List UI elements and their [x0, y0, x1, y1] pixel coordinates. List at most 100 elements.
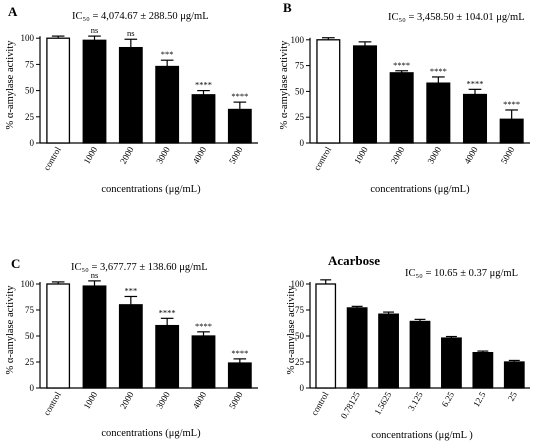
y-tick-label: 25	[295, 357, 305, 367]
bar	[191, 335, 216, 389]
x-tick-label: 1.5625	[372, 390, 393, 417]
significance-label: ns	[127, 28, 135, 38]
significance-label: ****	[393, 60, 410, 70]
bar	[315, 283, 337, 389]
ic50-annotation: IC₅₀ = 4,074.67 ± 288.50 μg/mL	[72, 11, 209, 22]
y-tick-label: 50	[295, 86, 305, 96]
x-tick-label: 4000	[191, 145, 209, 166]
y-axis-label: % α-amylase activity	[5, 285, 16, 375]
y-axis-label: % α-amylase activity	[5, 40, 16, 130]
bar	[46, 37, 71, 144]
bar	[389, 72, 414, 144]
panel-label: Acarbose	[328, 253, 380, 268]
x-tick-label: 1000	[82, 390, 100, 411]
x-tick-label: 1000	[352, 145, 370, 166]
x-tick-label: control	[41, 145, 63, 173]
y-tick-label: 0	[300, 138, 305, 148]
significance-label: ****	[467, 78, 484, 88]
x-tick-label: 5000	[227, 390, 245, 411]
y-tick-label: 25	[295, 112, 305, 122]
bar	[409, 320, 431, 389]
significance-label: ****	[231, 91, 248, 101]
x-tick-label: 6.25	[440, 390, 457, 409]
chart-panel-1: A IC₅₀ = 4,074.67 ± 288.50 μg/mL % α-amyla…	[5, 4, 258, 195]
x-axis-label: concentrations (μg/mL)	[101, 184, 201, 195]
x-tick-label: 2000	[118, 145, 136, 166]
significance-label: ****	[231, 348, 248, 358]
ic50-annotation: IC₅₀ = 10.65 ± 0.37 μg/mL	[405, 268, 518, 279]
bar	[462, 93, 488, 144]
significance-label: ****	[430, 66, 447, 76]
y-tick-label: 50	[295, 331, 305, 341]
significance-label: ns	[91, 25, 99, 35]
x-tick-label: control	[41, 390, 63, 418]
bar	[227, 362, 252, 389]
ic50-annotation: IC₅₀ = 3,677.77 ± 138.60 μg/mL	[71, 262, 208, 273]
chart-panel-4: Acarbose IC₅₀ = 10.65 ± 0.37 μg/mL % α-amy…	[286, 253, 530, 441]
y-tick-label: 25	[25, 357, 35, 367]
x-tick-label: 3.125	[406, 390, 425, 413]
x-tick-label: 0.78125	[339, 390, 363, 421]
x-tick-label: 25	[506, 390, 519, 403]
bar	[316, 39, 341, 144]
significance-label: ****	[195, 80, 212, 90]
x-tick-label: 2000	[118, 390, 136, 411]
y-axis-label: % α-amylase activity	[279, 40, 290, 130]
y-tick-label: 0	[30, 383, 35, 393]
y-tick-label: 0	[300, 383, 305, 393]
ic50-annotation: IC₅₀ = 3,458.50 ± 104.01 μg/mL	[388, 12, 525, 23]
x-tick-label: control	[309, 390, 331, 418]
x-axis-label: concentrations (μg/mL)	[101, 428, 201, 439]
y-axis-label: % α-amylase activity	[286, 285, 297, 375]
significance-label: ****	[159, 307, 176, 317]
bar	[426, 82, 451, 144]
bar	[346, 307, 368, 389]
x-axis-label: concentrations (μg/mL )	[371, 430, 473, 441]
panel-label: C	[11, 256, 20, 271]
x-tick-label: 3000	[154, 145, 172, 166]
y-tick-label: 25	[25, 112, 35, 122]
chart-panel-2: B IC₅₀ = 3,458.50 ± 104.01 μg/mL % α-amyla…	[279, 0, 530, 195]
significance-label: ***	[161, 49, 174, 59]
y-tick-label: 50	[25, 331, 35, 341]
y-tick-label: 75	[25, 59, 35, 69]
x-tick-label: 4000	[462, 145, 480, 166]
x-tick-label: control	[312, 145, 334, 173]
x-axis-label: concentrations (μg/mL)	[370, 184, 470, 195]
bar	[46, 283, 71, 389]
y-tick-label: 100	[21, 33, 35, 43]
x-tick-label: 5000	[227, 145, 245, 166]
x-tick-label: 12.5	[471, 390, 488, 409]
y-tick-label: 100	[291, 35, 305, 45]
y-tick-label: 100	[291, 279, 305, 289]
bar	[503, 361, 525, 389]
significance-label: ****	[503, 99, 520, 109]
bar	[118, 46, 143, 144]
y-tick-label: 75	[295, 305, 305, 315]
bar	[155, 324, 180, 389]
bar	[227, 108, 252, 144]
y-tick-label: 50	[25, 86, 35, 96]
bar	[118, 304, 143, 389]
y-tick-label: 75	[295, 61, 305, 71]
x-tick-label: 3000	[425, 145, 443, 166]
bar	[82, 285, 107, 389]
bar	[378, 313, 399, 389]
bar	[352, 45, 378, 144]
panel-label: B	[283, 0, 292, 15]
panel-label: A	[8, 4, 18, 19]
x-tick-label: 5000	[499, 145, 517, 166]
significance-label: ***	[124, 285, 137, 295]
bar	[499, 118, 524, 144]
bar	[472, 351, 494, 389]
x-tick-label: 3000	[154, 390, 172, 411]
chart-panel-3: C IC₅₀ = 3,677.77 ± 138.60 μg/mL % α-amyla…	[5, 256, 258, 439]
x-tick-label: 4000	[191, 390, 209, 411]
y-tick-label: 100	[21, 279, 35, 289]
bar	[82, 39, 107, 144]
bar	[441, 337, 462, 389]
bar	[155, 65, 180, 144]
x-tick-label: 2000	[389, 145, 407, 166]
y-tick-label: 0	[30, 138, 35, 148]
